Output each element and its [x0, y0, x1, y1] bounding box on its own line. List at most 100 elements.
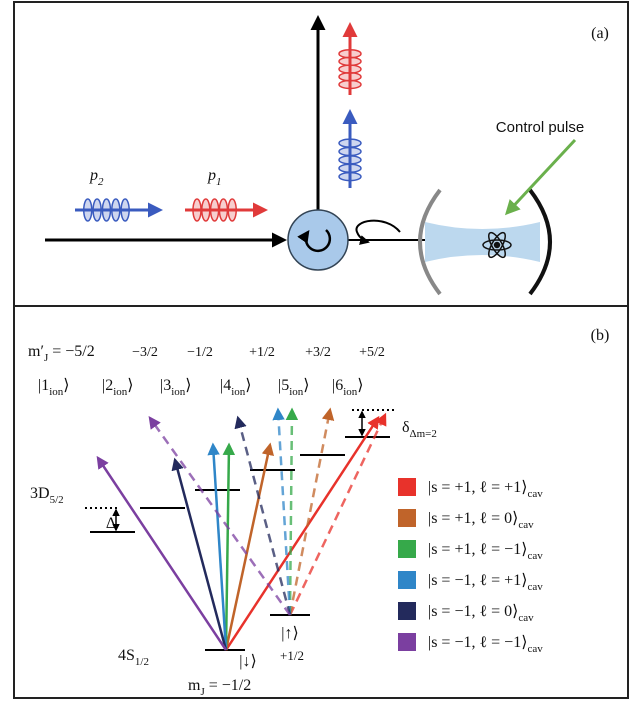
legend-label-sub: cav	[518, 612, 534, 624]
transition	[290, 415, 385, 615]
pulse-loop	[339, 73, 361, 81]
mj-label-base: m	[188, 677, 201, 694]
mj-label: +1/2	[280, 648, 304, 663]
mj-prime-label-tail: = −5/2	[48, 343, 95, 360]
legend-label: |s = +1, ℓ = 0⟩cav	[428, 510, 534, 531]
legend-label: |s = +1, ℓ = +1⟩cav	[428, 479, 543, 500]
ion-state-tail: ⟩	[245, 377, 251, 394]
level-label-sub: 1/2	[135, 656, 149, 668]
control-arrow	[507, 140, 575, 213]
ion-state-base: |1	[38, 377, 49, 394]
mj-label: mJ = −1/2	[188, 677, 251, 698]
transition	[290, 410, 330, 615]
ion-state: |3ion⟩	[160, 377, 192, 398]
legend-swatch	[398, 509, 416, 527]
mj-prime-label: m′J = −5/2	[28, 343, 95, 364]
level-label-base: 3D	[30, 485, 50, 502]
ion-state-tail: ⟩	[127, 377, 133, 394]
legend-label-base: |s = +1, ℓ = 0⟩	[428, 510, 518, 527]
legend-label-sub: cav	[518, 519, 534, 531]
transition	[238, 418, 290, 615]
pulse-loop	[339, 156, 361, 164]
pulse-loop	[339, 173, 361, 181]
pulse-label-sub: 1	[216, 176, 222, 188]
panel-label: (a)	[591, 25, 609, 42]
pulse-loop	[93, 199, 101, 221]
legend-label: |s = −1, ℓ = +1⟩cav	[428, 572, 543, 593]
pulse-loop	[121, 199, 129, 221]
mj-prime-label-base: m′	[28, 343, 44, 360]
ion-state-tail: ⟩	[303, 377, 309, 394]
transition	[226, 445, 229, 650]
cavity-mode	[425, 222, 540, 262]
mj-label-tail: = −1/2	[205, 677, 252, 694]
legend-label-sub: cav	[527, 550, 543, 562]
ion-state-base: |6	[332, 377, 343, 394]
pulse-label: p1	[207, 167, 222, 188]
pulse-loop	[228, 199, 236, 221]
ion-state: |1ion⟩	[38, 377, 70, 398]
mj-value: −3/2	[132, 345, 158, 360]
ion-state-base: |2	[102, 377, 113, 394]
legend-label-sub: cav	[527, 581, 543, 593]
level-label-base: 4S	[118, 647, 135, 664]
ion-state-sub: ion	[49, 386, 64, 398]
legend-label-base: |s = −1, ℓ = −1⟩	[428, 634, 527, 651]
level-label-sub: 5/2	[50, 494, 64, 506]
ion-state: |2ion⟩	[102, 377, 134, 398]
legend-swatch	[398, 478, 416, 496]
delta-label: δΔm=2	[402, 419, 437, 440]
ion-state-base: |3	[160, 377, 171, 394]
transition	[213, 445, 226, 650]
pulse-loop	[112, 199, 120, 221]
mj-value: −1/2	[187, 345, 213, 360]
level-label: 3D5/2	[30, 485, 64, 506]
circulator	[288, 210, 348, 270]
legend-label: |s = −1, ℓ = 0⟩cav	[428, 603, 534, 624]
pulse-loop	[339, 164, 361, 172]
mj-value: +5/2	[359, 345, 385, 360]
pulse-loop	[84, 199, 92, 221]
pulse-loop	[339, 139, 361, 147]
legend-label-base: |s = −1, ℓ = +1⟩	[428, 572, 527, 589]
ion-state-sub: ion	[171, 386, 186, 398]
legend-label-base: |s = +1, ℓ = −1⟩	[428, 541, 527, 558]
mj-value: +3/2	[305, 345, 331, 360]
pulse-loop	[339, 50, 361, 58]
ion-state-sub: ion	[113, 386, 128, 398]
ion-state-sub: ion	[343, 386, 358, 398]
pulse-label-base: p	[207, 167, 216, 184]
legend-label: |s = −1, ℓ = −1⟩cav	[428, 634, 543, 655]
ion-state-base: |5	[278, 377, 289, 394]
legend-label: |s = +1, ℓ = −1⟩cav	[428, 541, 543, 562]
ion-state-tail: ⟩	[63, 377, 69, 394]
legend-label-base: |s = +1, ℓ = +1⟩	[428, 479, 527, 496]
ion-state-sub: ion	[231, 386, 246, 398]
pulse-label-sub: 2	[98, 176, 104, 188]
panel-label: (b)	[591, 327, 610, 344]
transition	[98, 458, 226, 650]
state-label: |↓⟩	[239, 653, 256, 670]
legend-label-sub: cav	[527, 488, 543, 500]
delta-label-sub: Δm=2	[410, 428, 437, 440]
pulse-loop	[339, 81, 361, 89]
pulse-loop	[102, 199, 110, 221]
pulse-label-base: p	[89, 167, 98, 184]
delta-label-base: δ	[402, 419, 410, 436]
state-label: |↑⟩	[281, 625, 298, 642]
transition	[278, 410, 290, 615]
pulse-loop	[202, 199, 210, 221]
legend-swatch	[398, 571, 416, 589]
figure: Control pulse (a) (b) Δ |↓⟩ |↑⟩ +1/2 p2p…	[0, 0, 642, 702]
pulse-loop	[339, 148, 361, 156]
mj-value: +1/2	[249, 345, 275, 360]
legend-label-sub: cav	[527, 643, 543, 655]
ion-state-base: |4	[220, 377, 231, 394]
ion-state-tail: ⟩	[357, 377, 363, 394]
delta-label: Δ	[106, 515, 116, 532]
return-arrow	[356, 221, 400, 242]
legend-swatch	[398, 602, 416, 620]
pulse-loop	[211, 199, 219, 221]
ion-state: |4ion⟩	[220, 377, 252, 398]
control-label: Control pulse	[496, 119, 584, 136]
